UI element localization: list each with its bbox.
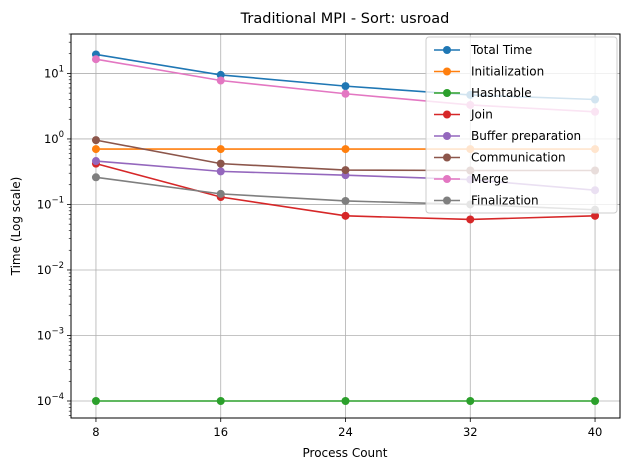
data-point [216, 167, 225, 176]
data-point [341, 166, 350, 175]
data-point [91, 396, 100, 405]
x-axis-label: Process Count [303, 446, 388, 460]
data-point [216, 70, 225, 79]
legend-swatch-marker [443, 46, 451, 54]
legend-label: Buffer preparation [471, 129, 581, 143]
data-point [91, 173, 100, 182]
data-point [91, 55, 100, 64]
data-point [91, 145, 100, 154]
legend-item: Finalization [434, 194, 539, 208]
data-point [216, 396, 225, 405]
x-tick-label: 40 [588, 425, 603, 439]
data-point [216, 145, 225, 154]
x-tick-label: 16 [213, 425, 228, 439]
legend-label: Finalization [471, 194, 539, 208]
legend-box [425, 36, 618, 214]
data-point [341, 89, 350, 98]
data-point [341, 145, 350, 154]
legend: Total Time Initialization Hashtable Join Buf… [425, 36, 618, 214]
data-point [91, 136, 100, 145]
y-axis: 10−4 10−3 10−2 10−1 100 101 [37, 33, 71, 416]
y-tick-label: 101 [44, 64, 64, 80]
legend-item: Communication [434, 151, 566, 165]
legend-label: Communication [471, 151, 566, 165]
legend-item: Initialization [434, 65, 544, 79]
legend-label: Merge [471, 172, 508, 186]
legend-swatch-marker [443, 132, 451, 140]
data-point [466, 396, 475, 405]
legend-label: Join [470, 108, 493, 122]
x-tick-label: 8 [92, 425, 99, 439]
x-tick-label: 24 [338, 425, 353, 439]
x-tick-label: 32 [463, 425, 478, 439]
data-point [216, 159, 225, 168]
y-tick-label: 10−4 [37, 392, 64, 408]
y-tick-label: 10−1 [37, 195, 64, 211]
legend-swatch-marker [443, 175, 451, 183]
legend-swatch-marker [443, 153, 451, 162]
legend-item: Total Time [434, 43, 532, 57]
x-axis: 8 16 24 32 40 [92, 418, 602, 439]
y-tick-label: 100 [44, 130, 64, 146]
data-point [591, 396, 600, 405]
data-point [341, 82, 350, 91]
legend-item: Hashtable [434, 86, 532, 100]
data-point [466, 215, 475, 224]
y-tick-label: 10−3 [37, 326, 64, 342]
legend-item: Merge [434, 172, 508, 186]
series-2 [91, 396, 600, 405]
legend-label: Initialization [471, 65, 544, 79]
data-point [216, 76, 225, 85]
legend-label: Hashtable [471, 86, 532, 100]
legend-swatch-marker [443, 196, 451, 205]
data-point [216, 189, 225, 198]
data-point [341, 396, 350, 405]
legend-item: Join [434, 108, 493, 122]
legend-swatch-marker [443, 89, 451, 97]
legend-item: Buffer preparation [434, 129, 581, 143]
data-point [341, 211, 350, 220]
legend-swatch-marker [443, 110, 451, 119]
legend-label: Total Time [470, 43, 532, 57]
legend-swatch-marker [443, 67, 451, 76]
data-point [591, 211, 600, 220]
data-point [341, 196, 350, 205]
data-point [91, 157, 100, 166]
chart-title: Traditional MPI - Sort: usroad [240, 11, 450, 27]
y-tick-label: 10−2 [37, 261, 64, 277]
y-axis-label: Time (Log scale) [9, 177, 23, 277]
